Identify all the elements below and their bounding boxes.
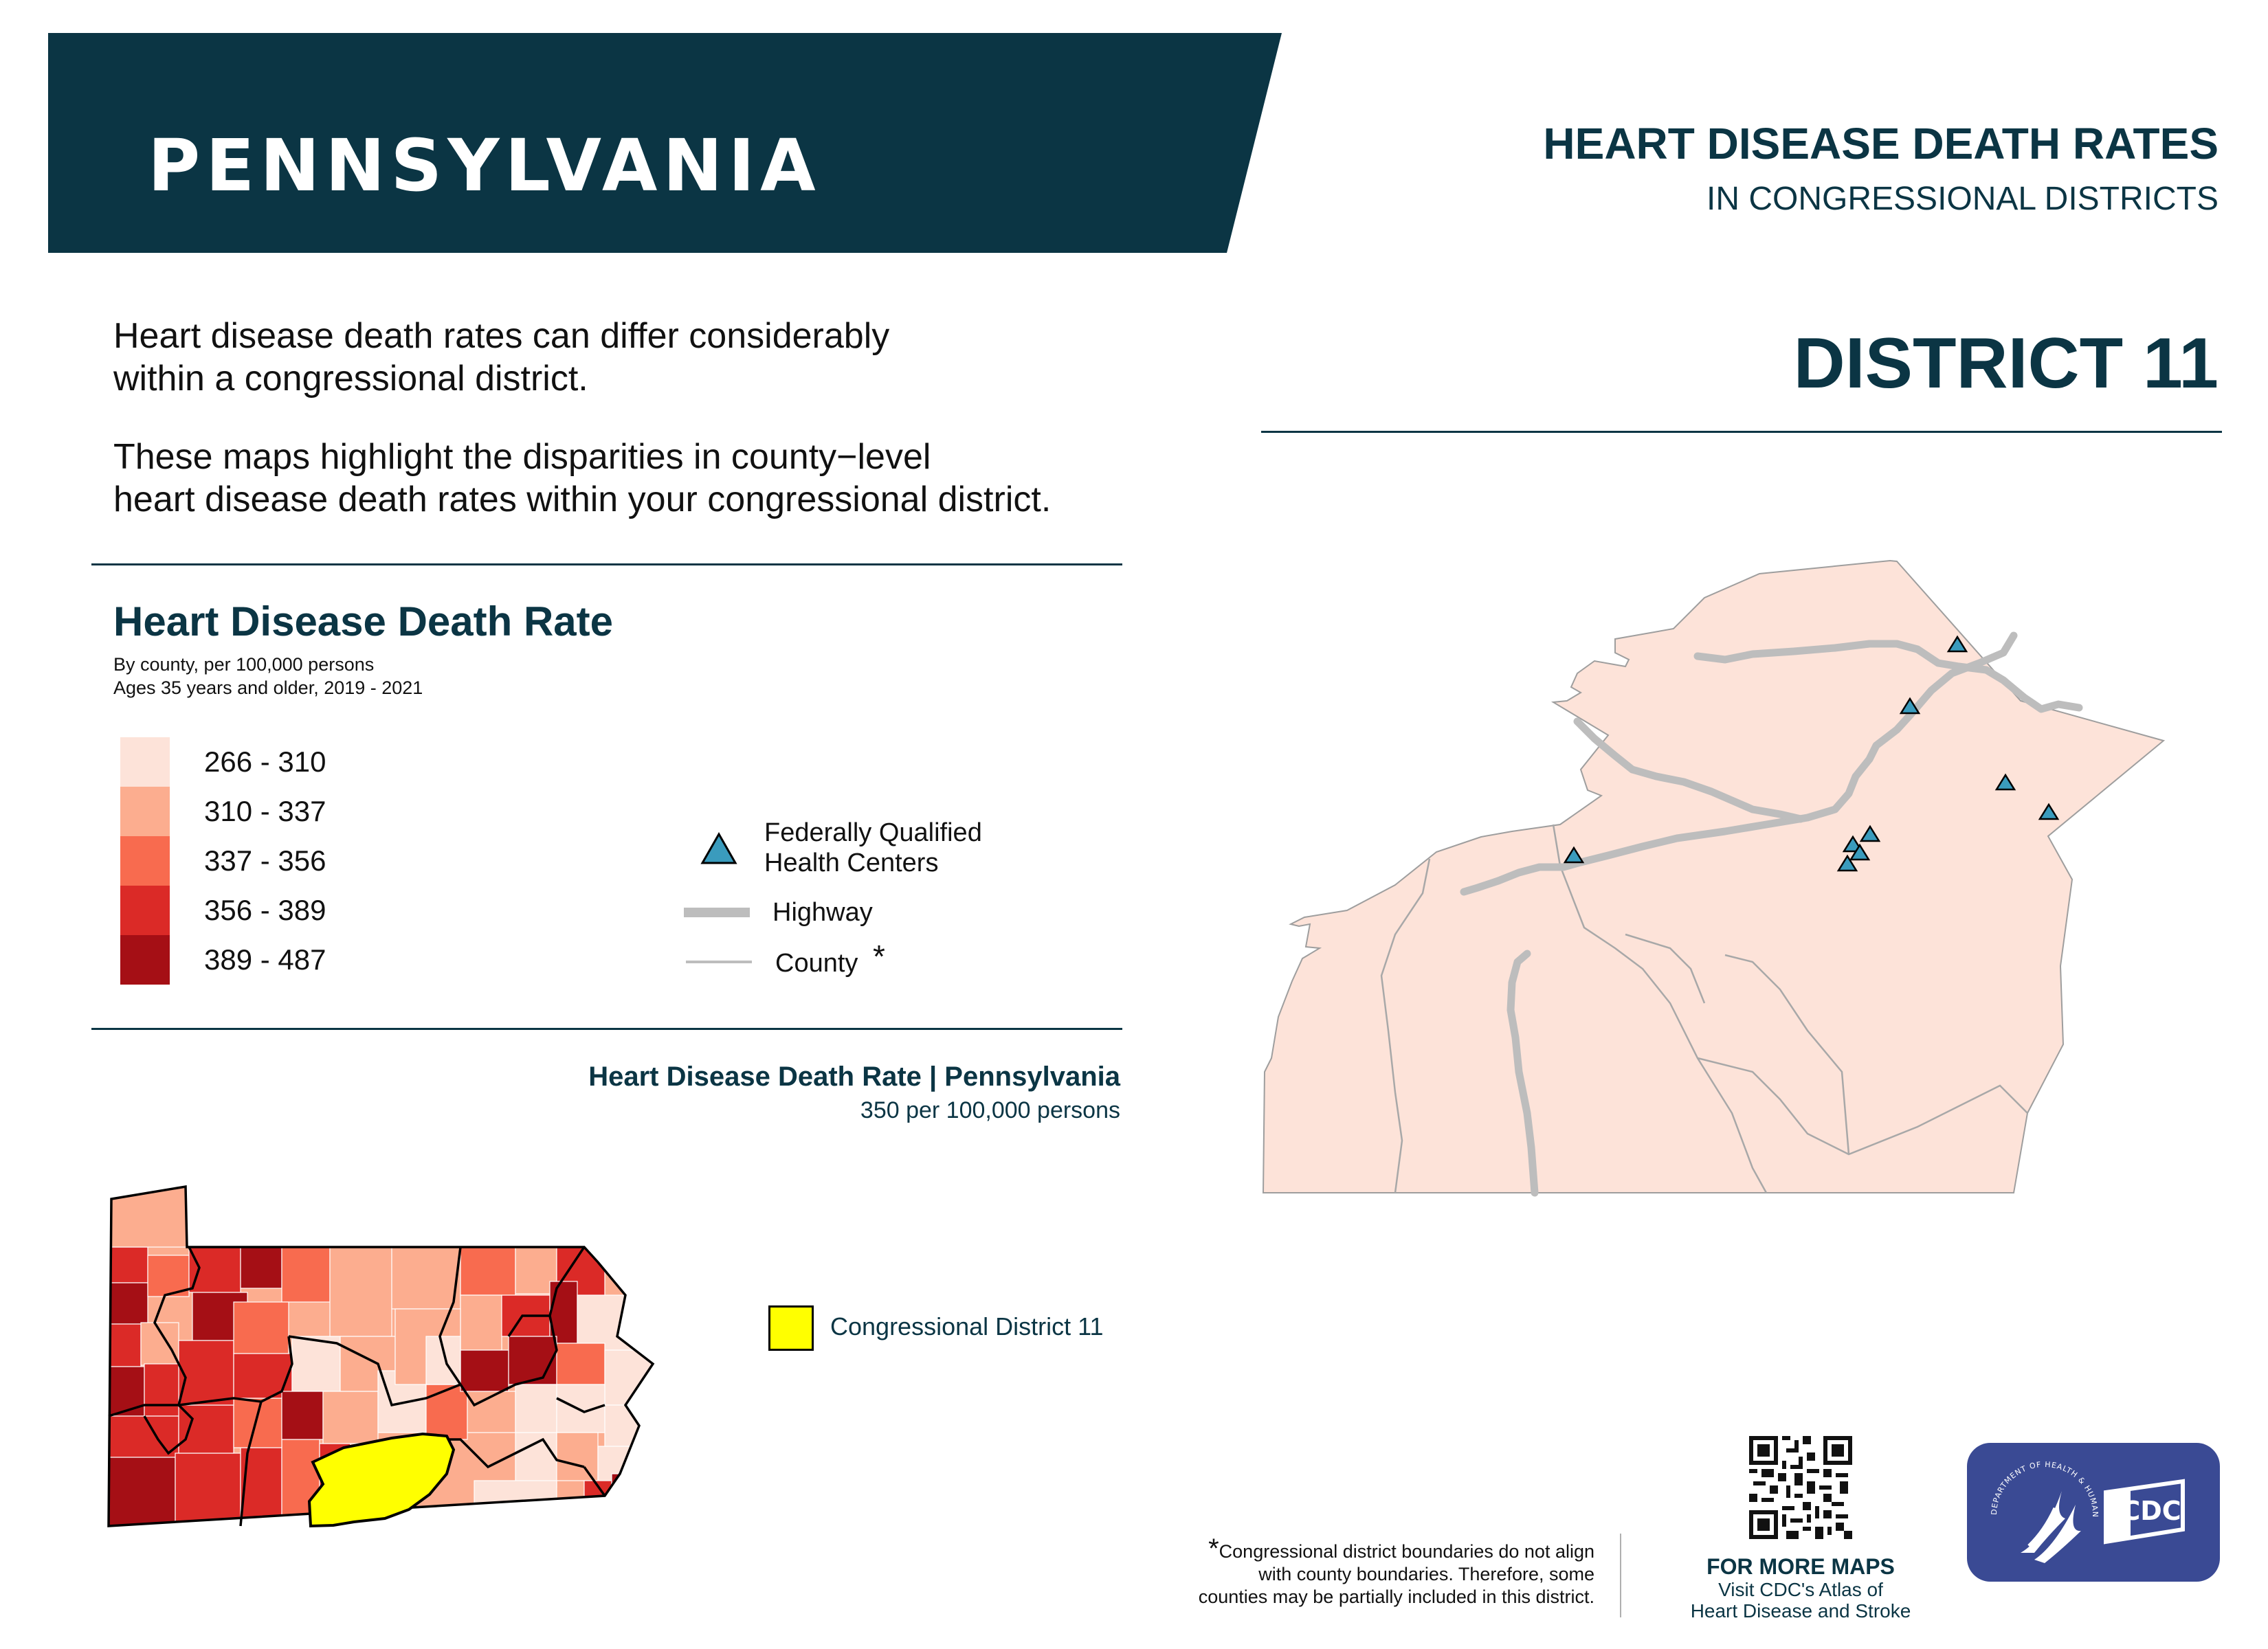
legend-range-4: 356 - 389 [204,894,326,926]
more-maps-title: FOR MORE MAPS [1706,1554,1895,1579]
footnote: *Congressional district boundaries do no… [1113,1535,1594,1608]
footnote-line: with county boundaries. Therefore, some [1258,1564,1594,1584]
state-map [107,1185,655,1528]
district-boundary [1262,559,2166,1193]
legend-subtitle: Ages 35 years and older, 2019 - 2021 [113,677,423,698]
fqhc-marker [1946,635,1968,653]
hhs-cdc-logo [1967,1443,2220,1582]
county-key-line [686,961,752,963]
legend-subtitle: By county, per 100,000 persons [113,654,375,675]
svg-text:DEPARTMENT OF HEALTH & HUMAN S: DEPARTMENT OF HEALTH & HUMAN SERVICES · … [1979,1450,2100,1518]
hhs-seal-text: DEPARTMENT OF HEALTH & HUMAN SERVICES · … [1979,1450,2099,1518]
more-maps-text: Visit CDC's Atlas of Heart Disease and S… [1629,1579,1972,1622]
legend-swatch-1 [120,737,170,787]
fqhc-key-line: Health Centers [764,849,939,877]
legend-swatch-4 [120,886,170,935]
county-polygons [109,1187,653,1526]
state-rate: 350 per 100,000 persons [860,1097,1120,1123]
fqhc-markers [1563,635,2060,872]
district-11-highlight [307,1432,456,1528]
footnote-line: *Congressional district boundaries do no… [1113,1535,1594,1563]
hhs-seal-icon: DEPARTMENT OF HEALTH & HUMAN SERVICES · … [1979,1450,2100,1563]
intro-line: heart disease death rates within your co… [113,480,1052,519]
fqhc-key-icon [700,831,737,864]
fqhc-key-line: Federally Qualified [764,818,982,847]
fqhc-marker [1899,697,1921,715]
district-label: DISTRICT 11 [1793,324,2219,403]
fqhc-marker [1836,854,1858,872]
district-key-swatch [768,1305,814,1351]
intro-line: These maps highlight the disparities in … [113,437,931,477]
intro-paragraph-2: These maps highlight the disparities in … [113,436,1144,521]
district-boundaries [107,1185,655,1527]
district-divider [1261,431,2222,433]
fqhc-key-label: Federally Qualified Health Centers [764,818,982,878]
fqhc-marker [1994,773,2016,791]
legend-swatch-3 [120,836,170,886]
county-key-asterisk: * [873,939,885,974]
district-map [1262,559,2166,1197]
fqhc-marker [1563,846,1585,864]
intro-paragraph-1: Heart disease death rates can differ con… [113,315,1144,400]
legend-range-1: 266 - 310 [204,745,326,778]
intro-line: within a congressional district. [113,359,588,399]
page-subtitle: IN CONGRESSIONAL DISTRICTS [1706,181,2219,217]
district-key-label: Congressional District 11 [830,1312,1104,1340]
highway-key-label: Highway [772,898,873,927]
cdc-logo-text: CDC [2121,1496,2181,1526]
legend-swatch-5 [120,935,170,985]
intro-divider [91,563,1122,565]
more-maps-line: Heart Disease and Stroke [1690,1600,1911,1622]
state-title: PENNSYLVANIA [148,124,821,207]
qr-code-icon[interactable] [1749,1436,1852,1539]
legend-range-3: 337 - 356 [204,844,326,877]
footnote-line: counties may be partially included in th… [1198,1586,1594,1607]
fqhc-marker [1859,824,1881,842]
footer-divider [1620,1534,1621,1617]
more-maps-line: Visit CDC's Atlas of [1718,1579,1883,1600]
legend-range-2: 310 - 337 [204,795,326,827]
highway-key-line [684,908,750,917]
intro-line: Heart disease death rates can differ con… [113,316,890,356]
legend-range-5: 389 - 487 [204,943,326,976]
legend-title: Heart Disease Death Rate [113,598,614,644]
cdc-logo-icon: CDC [2104,1479,2185,1545]
legend-swatch-2 [120,787,170,836]
legend-divider [91,1028,1122,1030]
county-key-label: County [775,949,858,978]
footnote-text: Congressional district boundaries do not… [1219,1541,1594,1562]
fqhc-marker [1849,843,1871,861]
footnote-asterisk: * [1208,1534,1219,1564]
state-map-title: Heart Disease Death Rate | Pennsylvania [588,1062,1120,1092]
county-lines [1380,824,2028,1193]
fqhc-marker [2038,803,2060,820]
highways [1460,631,2083,1197]
page-title: HEART DISEASE DEATH RATES [1543,119,2219,168]
